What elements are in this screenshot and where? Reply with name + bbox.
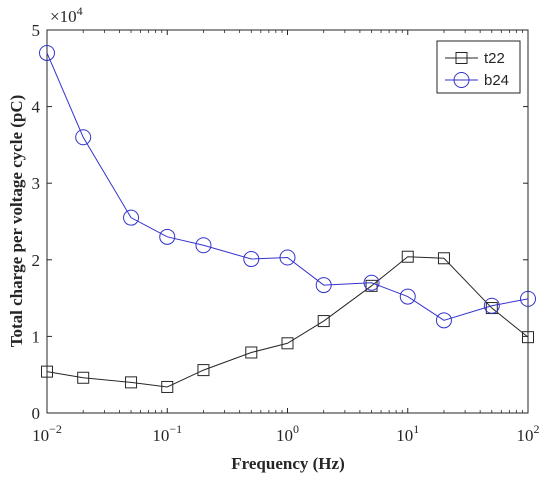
data-point-t22 <box>41 365 53 378</box>
data-point-t22 <box>281 337 294 350</box>
data-point-t22 <box>401 250 414 263</box>
legend-entry-t22: t22 <box>445 50 505 67</box>
data-point-b24 <box>243 251 260 268</box>
x-axis-title: Frequency (Hz) <box>231 454 344 473</box>
x-tick-label: 102 <box>517 422 540 445</box>
data-point-b24 <box>399 288 416 305</box>
series-layer <box>39 44 536 393</box>
x-tick-label: 100 <box>276 422 299 445</box>
y-multiplier: ×104 <box>50 4 83 26</box>
data-point-t22 <box>437 252 450 265</box>
data-point-t22 <box>197 364 210 377</box>
legend-marker <box>455 52 468 64</box>
series-line-t22 <box>46 256 529 388</box>
data-point-b24 <box>75 129 92 146</box>
legend-entry-b24: b24 <box>445 72 509 89</box>
data-point-b24 <box>483 297 500 314</box>
data-point-t22 <box>77 371 90 384</box>
data-point-b24 <box>315 277 332 294</box>
y-multiplier-exponent: 4 <box>77 4 83 18</box>
axis-ticks: 0 1 2 3 4 5 10−2 10−1 100 101 102 <box>32 21 540 445</box>
legend-box <box>436 40 521 94</box>
data-point-b24 <box>279 249 296 266</box>
data-point-t22 <box>522 331 534 344</box>
data-point-t22 <box>125 376 138 389</box>
legend-marker <box>453 72 470 88</box>
y-tick-label: 3 <box>32 174 41 193</box>
data-point-b24 <box>195 237 212 254</box>
data-point-b24 <box>159 228 176 245</box>
data-point-t22 <box>365 279 378 292</box>
x-tick-label: 10−2 <box>32 422 62 445</box>
y-tick-label: 4 <box>32 98 41 117</box>
series-b24 <box>39 44 536 329</box>
data-point-b24 <box>363 274 380 291</box>
series-t22 <box>41 250 534 393</box>
data-point-b24 <box>39 44 55 61</box>
x-tick-label: 101 <box>396 422 419 445</box>
data-point-t22 <box>161 380 174 393</box>
y-tick-label: 1 <box>32 327 41 346</box>
x-tick-label: 10−1 <box>152 422 182 445</box>
data-point-b24 <box>435 312 452 329</box>
y-tick-label: 0 <box>32 404 41 423</box>
legend-label: t22 <box>484 50 505 67</box>
y-tick-label: 5 <box>32 21 41 40</box>
data-point-t22 <box>245 346 258 359</box>
data-point-t22 <box>317 315 330 328</box>
data-point-b24 <box>123 209 140 226</box>
series-line-b24 <box>46 52 529 321</box>
y-tick-label: 2 <box>32 251 41 270</box>
data-point-b24 <box>520 290 536 307</box>
y-axis-title: Total charge per voltage cycle (pC) <box>7 95 26 348</box>
legend-label: b24 <box>484 72 509 89</box>
